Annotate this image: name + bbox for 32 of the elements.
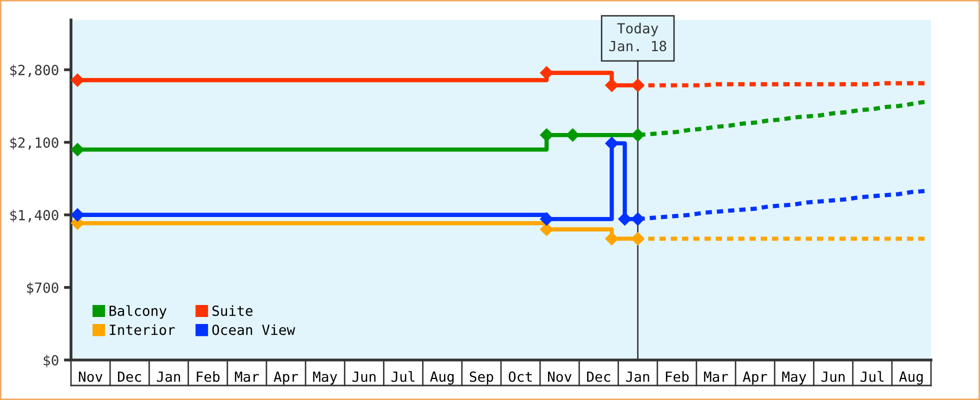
y-tick-label: $2,800 (10, 64, 58, 78)
x-tick-label: Feb (196, 371, 220, 382)
x-tick-label: Apr (742, 372, 768, 385)
legend-label: Suite (212, 305, 252, 316)
x-tick-label: Dec (118, 372, 142, 382)
x-tick-label: Oct (508, 371, 532, 382)
legend-label: Ocean View (212, 324, 296, 336)
x-tick-label: Mar (234, 372, 259, 382)
legend-label: Balcony (110, 305, 166, 319)
x-tick-label: Aug (899, 372, 923, 385)
x-tick-label: Nov (78, 372, 102, 382)
x-tick-label: Dec (587, 372, 610, 382)
x-tick-label: Jul (391, 371, 414, 382)
y-tick-label: $0 (44, 354, 58, 368)
x-tick-label: Feb (666, 371, 689, 382)
x-tick-label: Mar (704, 372, 728, 382)
y-tick-label: $700 (27, 282, 58, 295)
x-tick-label: Jun (352, 372, 376, 382)
x-tick-label: May (313, 372, 338, 385)
x-tick-label: Jun (821, 372, 845, 382)
y-tick-label: $1,400 (10, 210, 58, 222)
x-tick-label: Apr (274, 372, 298, 385)
legend-label: Interior (110, 324, 175, 336)
y-tick-label: $2,100 (10, 137, 58, 150)
x-tick-label: Nov (548, 372, 572, 382)
x-tick-label: Jan (156, 372, 180, 382)
x-tick-label: Sep (470, 371, 494, 385)
x-tick-label: Aug (430, 372, 454, 385)
x-tick-label: Jul (860, 371, 884, 382)
x-tick-label: Jan (626, 372, 650, 382)
x-tick-label: May (782, 372, 806, 385)
annotation: Today Jan. 18 (609, 22, 666, 52)
